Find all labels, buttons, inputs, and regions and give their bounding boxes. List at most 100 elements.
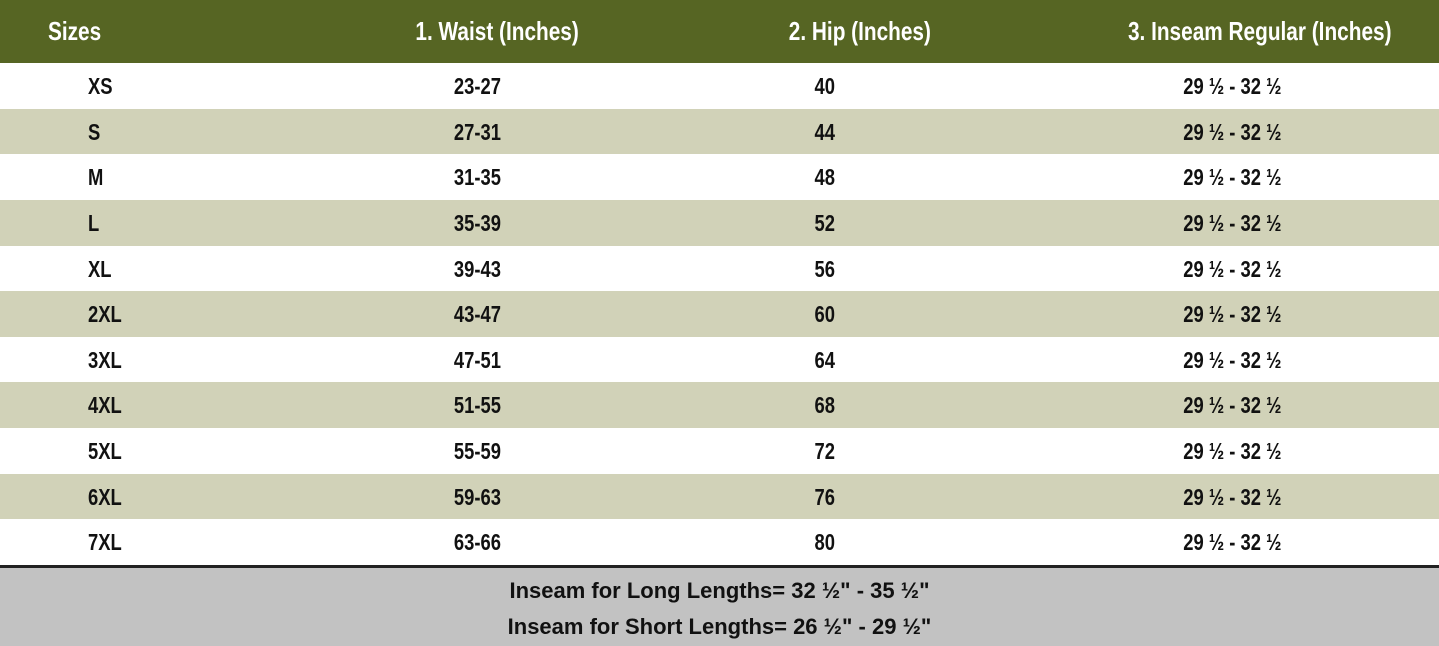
table-cell-text: 31-35 [453, 164, 501, 191]
table-cell: 31-35 [277, 164, 677, 191]
table-cell: 2XL [88, 301, 130, 328]
row-background [0, 519, 1439, 565]
table-cell-text: 29 ½ - 32 ½ [1182, 255, 1282, 282]
table-cell-text: 55-59 [453, 438, 501, 465]
table-cell-text: 29 ½ - 32 ½ [1182, 392, 1282, 419]
table-cell: XL [88, 256, 117, 283]
table-cell-text: 29 ½ - 32 ½ [1182, 209, 1282, 236]
table-cell-text: 3XL [88, 346, 122, 373]
header-cell-text: Sizes [48, 16, 102, 46]
table-cell-text: 43-47 [453, 301, 501, 328]
table-cell: 6XL [88, 484, 130, 511]
table-cell-text: 56 [814, 255, 836, 282]
table-cell-text: 29 ½ - 32 ½ [1182, 529, 1282, 556]
table-cell: 63-66 [277, 529, 677, 556]
table-cell-text: 7XL [88, 529, 122, 556]
header-cell: 3. Inseam Regular (Inches) [1060, 16, 1439, 47]
table-cell: 48 [625, 164, 1025, 191]
table-cell-text: 6XL [88, 483, 122, 510]
table-cell: 55-59 [277, 438, 677, 465]
table-cell-text: XS [88, 73, 113, 99]
table-cell-text: 80 [814, 529, 836, 556]
table-cell-text: 2XL [88, 301, 122, 328]
table-cell-text: L [88, 209, 100, 236]
table-cell: 29 ½ - 32 ½ [1032, 347, 1432, 374]
table-cell-text: 23-27 [453, 73, 501, 99]
row-background [0, 336, 1439, 383]
table-cell-text: 27-31 [453, 118, 501, 145]
table-cell-text: 5XL [88, 438, 122, 465]
header-cell-text: 3. Inseam Regular (Inches) [1128, 16, 1392, 46]
table-cell: 44 [625, 119, 1025, 146]
table-cell: M [88, 164, 107, 191]
row-background [0, 63, 1439, 109]
table-cell-text: 68 [814, 392, 836, 419]
table-cell: 72 [625, 438, 1025, 465]
table-cell-text: 29 ½ - 32 ½ [1182, 346, 1282, 373]
header-bar [0, 0, 1439, 63]
table-cell: 29 ½ - 32 ½ [1032, 256, 1432, 283]
table-cell-text: 51-55 [453, 392, 501, 419]
table-cell: 80 [625, 529, 1025, 556]
table-cell-text: 29 ½ - 32 ½ [1182, 164, 1282, 191]
table-cell: 29 ½ - 32 ½ [1032, 210, 1432, 237]
table-cell: 29 ½ - 32 ½ [1032, 119, 1432, 146]
table-cell-text: 39-43 [453, 255, 501, 282]
footer-bar [0, 568, 1439, 646]
table-cell: 29 ½ - 32 ½ [1032, 164, 1432, 191]
table-cell: 29 ½ - 32 ½ [1032, 73, 1432, 100]
table-cell: 23-27 [277, 73, 677, 100]
table-cell-text: S [88, 118, 101, 145]
table-cell: 51-55 [277, 392, 677, 419]
table-cell: 39-43 [277, 256, 677, 283]
header-cell: 2. Hip (Inches) [660, 16, 1060, 47]
table-cell: 3XL [88, 347, 130, 374]
table-cell-text: 4XL [88, 392, 122, 419]
divider [0, 565, 1439, 568]
table-cell-text: 35-39 [453, 209, 501, 236]
table-cell: 29 ½ - 32 ½ [1032, 438, 1432, 465]
table-cell-text: 60 [814, 301, 836, 328]
table-cell: 35-39 [277, 210, 677, 237]
table-cell: 4XL [88, 392, 130, 419]
row-background [0, 108, 1439, 155]
table-cell-text: 59-63 [453, 483, 501, 510]
table-cell: 64 [625, 347, 1025, 374]
table-cell-text: 29 ½ - 32 ½ [1182, 118, 1282, 145]
table-cell-text: 64 [814, 346, 836, 373]
table-cell-text: 29 ½ - 32 ½ [1182, 438, 1282, 465]
table-cell-text: 76 [814, 483, 836, 510]
header-cell: 1. Waist (Inches) [297, 16, 697, 47]
table-cell-text: 29 ½ - 32 ½ [1182, 73, 1282, 99]
table-cell: 5XL [88, 438, 130, 465]
table-cell: 52 [625, 210, 1025, 237]
table-cell: 29 ½ - 32 ½ [1032, 392, 1432, 419]
row-background [0, 473, 1439, 520]
table-cell-text: M [88, 164, 104, 191]
table-cell-text: 40 [814, 73, 836, 99]
table-cell: 29 ½ - 32 ½ [1032, 301, 1432, 328]
footer-line: Inseam for Long Lengths= 32 ½" - 35 ½" [509, 578, 930, 603]
table-cell-text: 29 ½ - 32 ½ [1182, 483, 1282, 510]
table-cell-text: 72 [814, 438, 836, 465]
header-cell-text: 2. Hip (Inches) [788, 16, 932, 46]
table-cell-text: 47-51 [453, 346, 501, 373]
table-cell: 40 [625, 73, 1025, 100]
table-cell: 29 ½ - 32 ½ [1032, 529, 1432, 556]
table-cell-text: 29 ½ - 32 ½ [1182, 301, 1282, 328]
table-cell: 29 ½ - 32 ½ [1032, 484, 1432, 511]
table-cell: 43-47 [277, 301, 677, 328]
table-cell: 27-31 [277, 119, 677, 146]
table-cell: 68 [625, 392, 1025, 419]
table-cell-text: 48 [814, 164, 836, 191]
table-cell: 76 [625, 484, 1025, 511]
table-cell-text: 63-66 [453, 529, 501, 556]
table-cell: 56 [625, 256, 1025, 283]
table-cell-text: XL [88, 255, 112, 282]
row-background [0, 199, 1439, 246]
table-cell: 60 [625, 301, 1025, 328]
table-cell: 59-63 [277, 484, 677, 511]
header-cell-text: 1. Waist (Inches) [415, 16, 579, 46]
row-background [0, 154, 1439, 200]
